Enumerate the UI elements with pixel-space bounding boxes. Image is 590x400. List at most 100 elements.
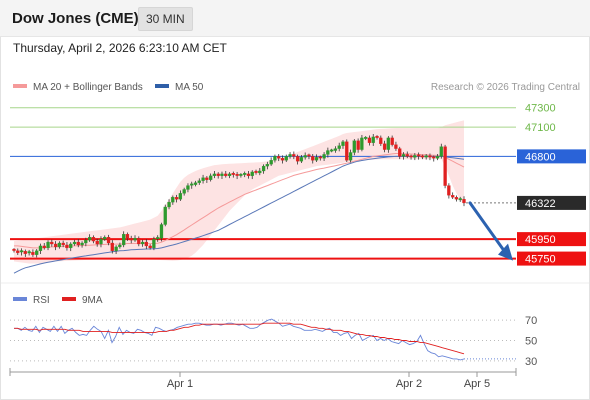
candle-body (35, 250, 39, 255)
ma9-legend-swatch (62, 297, 76, 301)
level-badge-45750 (517, 251, 586, 266)
candle-body (84, 239, 88, 244)
candle-body (99, 238, 103, 245)
candle-body (186, 185, 190, 190)
candle-body (295, 156, 300, 162)
moving-averages (13, 153, 465, 274)
candle-body (341, 141, 345, 146)
candle-body (50, 241, 54, 245)
ma9-legend-label: 9MA (82, 295, 103, 306)
ma20-line (14, 153, 465, 249)
candle-body (110, 242, 114, 251)
level-badge-46800 (517, 149, 586, 164)
candle-body (367, 137, 372, 143)
candle-body (106, 237, 111, 244)
candle-body (375, 136, 379, 138)
candle-body (171, 197, 175, 203)
candle-body (364, 136, 368, 139)
candle-body (216, 173, 220, 176)
candle-body (42, 245, 46, 249)
rsi-legend: RSI 9MA (13, 295, 103, 306)
level-label-46322: 46322 (525, 198, 556, 210)
candle-body (307, 154, 311, 157)
chart-datetime: Thursday, April 2, 2026 6:23:10 AM CET (13, 41, 227, 55)
forecast-arrow (468, 201, 513, 261)
timeframe-button[interactable]: 30 MIN (138, 7, 193, 31)
candle-body (16, 250, 20, 253)
candle-body (394, 144, 398, 149)
candle-body (413, 155, 417, 158)
candle-body (118, 244, 122, 248)
forecast-arrow-shaft (468, 201, 506, 253)
candle-body (269, 160, 273, 165)
candle-body (337, 145, 341, 149)
candle-body (156, 237, 160, 240)
candle-body (193, 182, 198, 185)
candle-body (311, 156, 315, 161)
rsi-legend-swatch (13, 297, 27, 301)
candle-body (205, 177, 209, 180)
candle-body (424, 155, 428, 158)
candle-body (31, 252, 35, 255)
rsi-ma9-line (14, 322, 465, 355)
candle-body (61, 242, 65, 246)
copyright-note: Research © 2026 Trading Central (431, 82, 580, 93)
candle-body (284, 156, 288, 161)
candle-body (19, 250, 24, 253)
candle-body (428, 155, 432, 158)
x-tick-label: Apr 1 (167, 378, 193, 390)
candle-body (23, 251, 27, 254)
candle-body (246, 173, 251, 176)
candle-body (178, 193, 183, 200)
rsi-legend-label: RSI (33, 295, 50, 306)
candle-body (65, 244, 69, 249)
rsi-tick-label: 30 (525, 356, 537, 368)
candle-body (439, 146, 443, 157)
candles (12, 133, 466, 258)
candle-body (72, 241, 77, 245)
candle-body (53, 243, 58, 248)
chart-header: Dow Jones (CME) 30 MIN (0, 0, 590, 37)
candle-body (201, 177, 205, 181)
candle-body (462, 199, 466, 204)
rsi-grid: 70 50 30 (10, 315, 537, 368)
candle-body (458, 198, 462, 201)
candle-body (250, 171, 254, 176)
rsi-line (14, 318, 465, 361)
candle-body (27, 251, 31, 254)
candle-body (220, 173, 224, 176)
price-level-labels: 47300 47100 46800 46322 45950 45750 (517, 103, 586, 266)
candle-body (46, 241, 50, 249)
instrument-title: Dow Jones (CME) (12, 10, 139, 27)
candle-body (224, 173, 228, 176)
candle-body (212, 173, 217, 176)
level-badge-45950 (517, 232, 586, 247)
candle-body (280, 158, 285, 161)
ma50-legend-swatch (155, 84, 169, 88)
candle-body (371, 136, 375, 143)
bollinger-bands (14, 120, 464, 264)
candle-body (182, 189, 186, 194)
candle-body (235, 173, 239, 176)
ma20-legend-label: MA 20 + Bollinger Bands (33, 82, 143, 93)
candle-body (265, 164, 270, 167)
candle-body (80, 242, 84, 246)
candle-body (122, 234, 126, 246)
level-label-47300: 47300 (525, 103, 556, 115)
level-badge-46322 (517, 195, 586, 210)
candle-body (288, 154, 292, 157)
candle-body (76, 241, 80, 246)
candle-body (405, 154, 409, 157)
candle-body (277, 156, 281, 159)
candle-body (432, 156, 436, 159)
candle-body (379, 137, 383, 144)
candle-body (144, 241, 149, 247)
candle-body (454, 197, 459, 200)
candle-body (416, 154, 421, 157)
x-axis-ticks: Apr 1 Apr 2 Apr 5 (167, 372, 490, 390)
rsi-tick-label: 70 (525, 315, 537, 327)
candle-body (231, 172, 235, 175)
candle-body (360, 137, 364, 150)
level-label-45950: 45950 (525, 234, 556, 246)
